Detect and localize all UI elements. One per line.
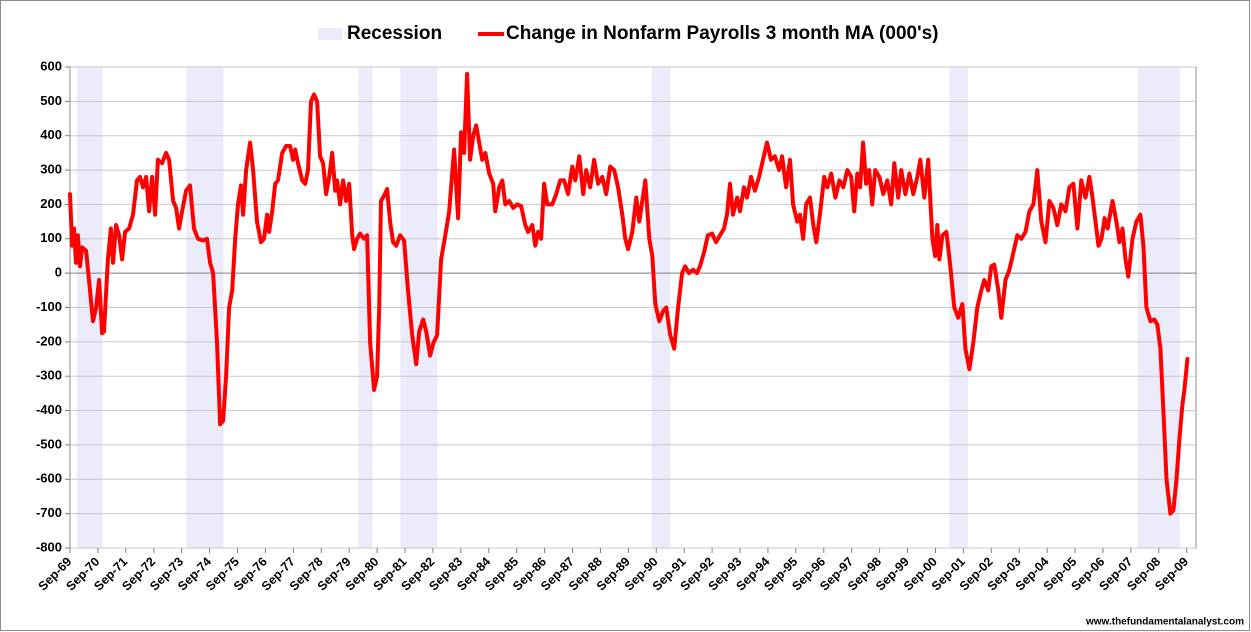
source-note: www.thefundamentalanalyst.com [1085,617,1244,628]
legend-label: Change in Nonfarm Payrolls 3 month MA (0… [506,23,938,44]
y-tick-label: -300 [36,368,62,383]
y-tick-label: -500 [36,436,62,451]
legend-swatch [318,28,342,40]
y-tick-label: 100 [40,230,62,245]
y-tick-label: 500 [40,93,62,108]
y-tick-label: 0 [55,265,62,280]
y-tick-label: -600 [36,471,62,486]
y-tick-label: 400 [40,127,62,142]
y-tick-label: 600 [40,58,62,73]
y-tick-label: -100 [36,299,62,314]
y-tick-label: -400 [36,402,62,417]
data-line [68,71,1190,516]
y-tick-label: 300 [40,162,62,177]
legend: Recession Change in Nonfarm Payrolls 3 mo… [318,23,939,44]
y-tick-label: -800 [36,539,62,554]
y-tick-label: 200 [40,196,62,211]
legend-label: Recession [347,23,442,44]
y-tick-label: -700 [36,505,62,520]
y-tick-label: -200 [36,333,62,348]
